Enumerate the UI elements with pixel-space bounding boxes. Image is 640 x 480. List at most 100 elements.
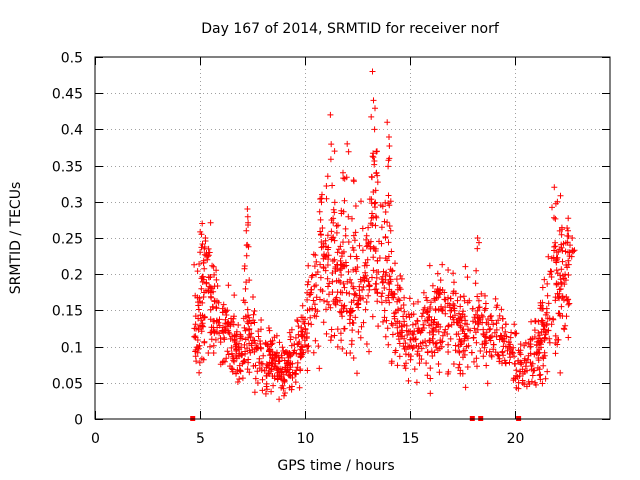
data-point xyxy=(313,258,320,265)
data-point xyxy=(333,294,340,301)
data-point xyxy=(294,318,301,325)
data-point xyxy=(340,280,347,287)
data-point xyxy=(439,287,446,293)
data-point xyxy=(244,306,251,313)
data-point xyxy=(445,323,452,330)
data-point xyxy=(296,384,303,391)
data-point xyxy=(241,324,248,331)
data-point xyxy=(564,225,571,231)
data-point xyxy=(562,277,569,284)
data-point xyxy=(500,352,507,359)
data-point xyxy=(206,283,213,290)
data-point xyxy=(474,245,481,252)
data-point xyxy=(464,274,471,281)
data-point xyxy=(389,331,396,338)
data-point xyxy=(340,303,347,310)
data-point xyxy=(346,290,353,297)
data-point xyxy=(386,273,393,280)
data-point xyxy=(396,297,403,304)
data-point xyxy=(349,215,355,222)
data-point xyxy=(316,208,323,215)
data-point xyxy=(456,336,463,343)
data-point xyxy=(263,361,270,368)
data-point xyxy=(339,250,346,257)
data-point xyxy=(365,292,372,299)
data-point xyxy=(525,352,532,359)
data-point xyxy=(211,330,218,337)
data-point xyxy=(471,358,477,365)
data-point xyxy=(383,317,390,324)
data-point xyxy=(337,257,344,264)
data-point xyxy=(420,321,427,328)
data-point xyxy=(552,350,559,357)
data-point xyxy=(353,253,360,260)
data-point xyxy=(512,360,519,367)
data-point xyxy=(444,370,451,377)
data-point xyxy=(396,353,403,360)
data-point xyxy=(493,320,500,327)
data-point xyxy=(334,343,341,350)
data-point xyxy=(374,289,381,296)
data-point xyxy=(363,243,370,250)
data-point xyxy=(442,296,449,303)
spike-point xyxy=(350,177,357,184)
data-point xyxy=(426,305,433,312)
data-point xyxy=(393,276,400,283)
data-point xyxy=(483,319,490,326)
data-point xyxy=(273,353,280,360)
data-point xyxy=(499,349,506,356)
data-point xyxy=(380,268,387,275)
data-point xyxy=(432,307,439,314)
data-point xyxy=(372,187,379,194)
data-point xyxy=(236,346,243,353)
data-point xyxy=(394,324,401,331)
data-point xyxy=(276,339,283,346)
data-point xyxy=(445,267,452,273)
data-point xyxy=(195,315,202,322)
data-point xyxy=(312,306,319,313)
data-point xyxy=(257,341,264,347)
data-point xyxy=(502,321,509,328)
data-point xyxy=(447,335,454,342)
data-point xyxy=(447,313,454,320)
data-point xyxy=(381,218,388,225)
data-point xyxy=(367,220,374,227)
data-point xyxy=(386,134,392,140)
data-point xyxy=(363,232,370,239)
data-point xyxy=(493,333,500,340)
data-point xyxy=(502,343,509,350)
data-point xyxy=(387,198,394,205)
data-point xyxy=(326,280,333,287)
data-point xyxy=(381,307,388,314)
data-point xyxy=(405,351,412,358)
data-point xyxy=(219,359,226,366)
data-point xyxy=(474,326,481,333)
data-point xyxy=(554,290,561,297)
data-point xyxy=(260,352,267,359)
data-point xyxy=(240,315,247,322)
data-point xyxy=(382,333,389,340)
data-point xyxy=(442,304,449,311)
data-point xyxy=(204,253,211,260)
data-point xyxy=(305,348,311,354)
data-point xyxy=(335,277,342,284)
x-axis-label: GPS time / hours xyxy=(277,458,394,474)
data-point xyxy=(261,367,268,374)
data-point xyxy=(288,342,295,349)
data-point xyxy=(259,387,266,394)
data-point xyxy=(348,341,355,348)
data-point xyxy=(344,278,351,285)
data-point xyxy=(355,328,362,335)
data-point xyxy=(401,308,408,315)
data-point xyxy=(331,209,338,216)
data-point xyxy=(244,345,250,352)
data-point xyxy=(245,222,251,228)
data-point xyxy=(553,249,560,256)
data-point xyxy=(311,283,318,290)
data-point xyxy=(369,210,375,217)
data-point xyxy=(322,237,329,244)
data-point xyxy=(269,337,276,344)
data-point xyxy=(284,362,291,369)
data-point xyxy=(396,340,403,347)
x-tick-label: 15 xyxy=(402,431,420,447)
